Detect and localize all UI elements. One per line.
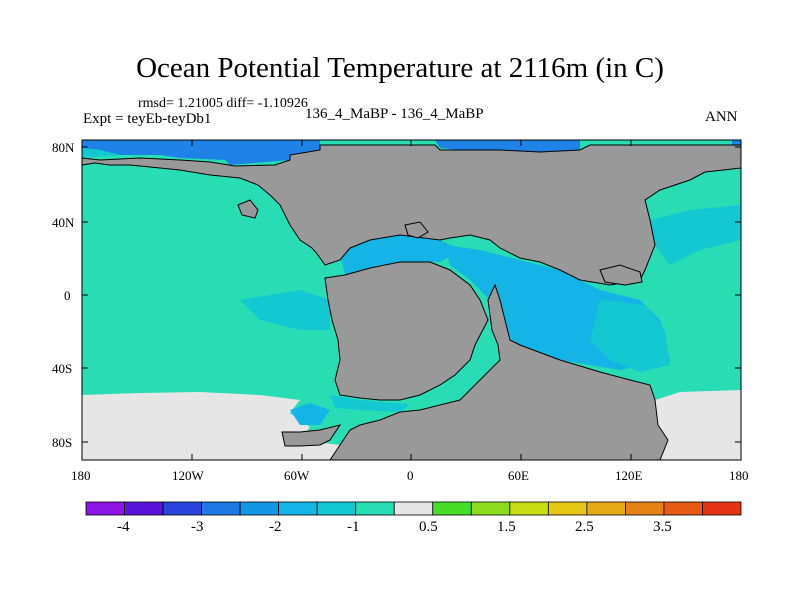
xtick-0: 0 [407,468,414,483]
arctic-east-cold [435,140,580,152]
land-islands-north [237,199,259,219]
land-north-america [81,144,742,286]
axis-ticks [81,140,742,460]
cb-label-neg1: -1 [347,519,360,535]
colorbar-box [663,501,703,516]
land-south-america [324,261,489,401]
subtitle-label: 136_4_MaBP - 136_4_MaBP [305,106,484,122]
ytick-40s: 40S [52,361,73,376]
cb-label-neg4: -4 [117,519,130,535]
xtick-120w: 120W [172,468,204,483]
cb-label-neg3: -3 [191,519,204,535]
arctic-west-cold [82,140,320,165]
xtick-180e: 180 [729,468,749,483]
colorbar-box [201,501,241,516]
colorbar-box [239,501,280,516]
colorbar-box [586,501,626,516]
colorbar-box [470,501,511,516]
cb-label-3-5: 3.5 [653,519,672,535]
equatorial-mid [240,290,330,330]
colorbar-box [85,501,125,516]
land-europe-islands [404,221,429,239]
colorbar-box [547,501,588,516]
land-asia-east [599,264,643,286]
colorbar-box [355,501,395,516]
colorbar-box [432,501,472,516]
season-label: ANN [705,109,738,125]
xtick-60e: 60E [508,468,529,483]
xtick-180w: 180 [71,468,91,483]
cb-label-1-5: 1.5 [497,519,516,535]
colorbar-box [625,501,665,516]
colorbar-box [278,501,318,516]
land-antarctica-strip [281,424,342,447]
tethys-cold [340,235,460,275]
southern-ocean-band [82,392,340,460]
colorbar-box [124,501,164,516]
ytick-0: 0 [64,288,71,303]
south-atlantic-mid [330,395,410,412]
colorbar-box [393,501,434,516]
xtick-120e: 120E [615,468,643,483]
xtick-60w: 60W [284,468,310,483]
experiment-label: Expt = teyEb-teyDb1 [83,111,212,127]
colorbar-box [702,501,742,516]
land-africa-india [329,283,669,461]
colorbar-box [162,501,202,516]
cb-label-2-5: 2.5 [575,519,594,535]
stats-label: rmsd= 1.21005 diff= -1.10926 [138,96,308,111]
colorbar-box [316,501,357,516]
indian-ocean-mid [590,300,670,372]
ytick-40n: 40N [52,215,75,230]
ytick-80n: 80N [52,140,75,155]
cb-label-neg2: -2 [269,519,282,535]
cb-label-0-5: 0.5 [419,519,438,535]
colorbar-box [509,501,549,516]
plot-title: Ocean Potential Temperature at 2116m (in… [136,52,664,84]
pacific-east-mid [650,205,741,265]
ytick-80s: 80S [52,435,73,450]
southern-ocean-east [655,390,741,460]
south-drake-cold [290,403,330,425]
arctic-mid-patch [82,148,120,158]
